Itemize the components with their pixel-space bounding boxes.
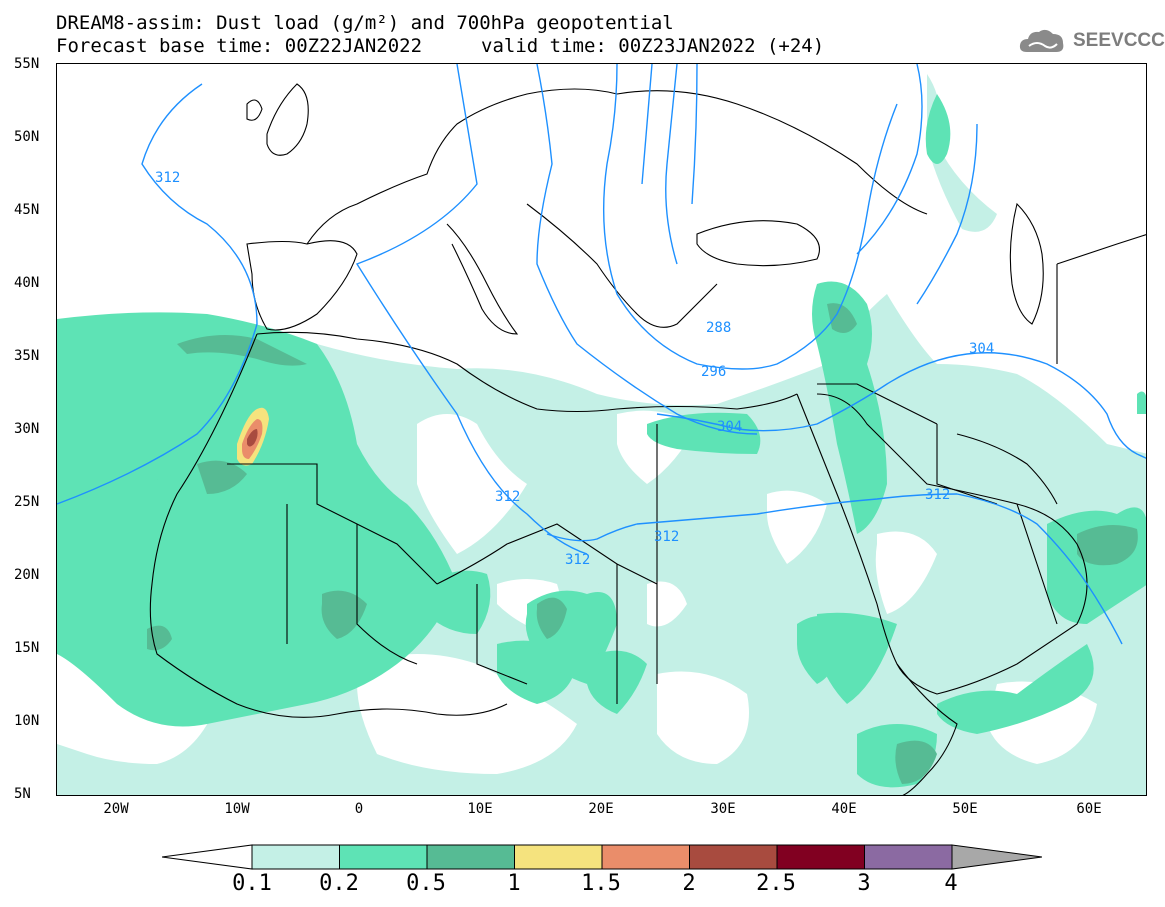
dust-map: 312 288 296 304 304 312 312 312 312: [56, 63, 1147, 796]
geopotential-contours: [57, 64, 1146, 645]
lon-label-10w: 10W: [224, 801, 250, 817]
colorbar-swatch: [251, 844, 340, 870]
lat-label-40n: 40N: [14, 275, 40, 291]
dust-level-0-5: [147, 303, 1138, 784]
lat-label-5n: 5N: [14, 786, 31, 802]
map-canvas: 312 288 296 304 304 312 312 312 312: [57, 64, 1146, 795]
colorbar-swatch: [776, 844, 865, 870]
contour-label: 312: [654, 529, 679, 545]
lat-label-15n: 15N: [14, 640, 40, 656]
lon-label-30e: 30E: [710, 801, 736, 817]
contour-label: 304: [717, 419, 742, 435]
colorbar: [162, 844, 1042, 870]
lon-label-40e: 40E: [831, 801, 857, 817]
lon-label-60e: 60E: [1076, 801, 1102, 817]
dust-hotspot: [237, 407, 269, 466]
colorbar-label: 1: [507, 871, 521, 896]
contour-label: 304: [969, 341, 994, 357]
colorbar-label: 2.5: [756, 871, 796, 896]
colorbar-swatch: [426, 844, 515, 870]
colorbar-swatch: [339, 844, 428, 870]
map-title: DREAM8-assim: Dust load (g/m²) and 700hP…: [56, 12, 674, 34]
colorbar-label: 0.1: [232, 871, 272, 896]
colorbar-swatch: [689, 844, 778, 870]
colorbar-label: 0.2: [319, 871, 359, 896]
cloud-icon: [1019, 29, 1064, 52]
lon-label-0: 0: [354, 801, 364, 817]
lat-label-45n: 45N: [14, 202, 40, 218]
lon-label-10e: 10E: [467, 801, 493, 817]
colorbar-label: 2: [682, 871, 696, 896]
colorbar-label: 4: [944, 871, 958, 896]
contour-label: 296: [701, 364, 726, 380]
contour-label: 312: [565, 552, 590, 568]
lon-label-20w: 20W: [103, 801, 129, 817]
lon-label-50e: 50E: [952, 801, 978, 817]
lat-label-25n: 25N: [14, 494, 40, 510]
lat-label-20n: 20N: [14, 567, 40, 583]
coastlines: [149, 83, 1146, 795]
lat-label-55n: 55N: [14, 56, 40, 72]
lat-label-50n: 50N: [14, 129, 40, 145]
colorbar-low-arrow: [162, 844, 253, 870]
colorbar-swatch: [864, 844, 953, 870]
lon-label-20e: 20E: [588, 801, 614, 817]
lat-label-30n: 30N: [14, 421, 40, 437]
contour-label: 312: [155, 170, 180, 186]
forecast-base-time: Forecast base time: 00Z22JAN2022: [56, 35, 423, 57]
colorbar-swatch: [514, 844, 603, 870]
colorbar-label: 1.5: [581, 871, 621, 896]
contour-label: 288: [706, 320, 731, 336]
valid-time: valid time: 00Z23JAN2022 (+24): [481, 35, 825, 57]
seevccc-logo: SEEVCCC: [1017, 24, 1165, 58]
logo-text: SEEVCCC: [1073, 30, 1165, 51]
colorbar-swatch: [601, 844, 690, 870]
lat-label-10n: 10N: [14, 713, 40, 729]
colorbar-label: 0.5: [406, 871, 446, 896]
colorbar-high-arrow: [951, 844, 1042, 870]
contour-label: 312: [495, 489, 520, 505]
contour-label: 312: [925, 487, 950, 503]
lat-label-35n: 35N: [14, 348, 40, 364]
colorbar-label: 3: [857, 871, 871, 896]
